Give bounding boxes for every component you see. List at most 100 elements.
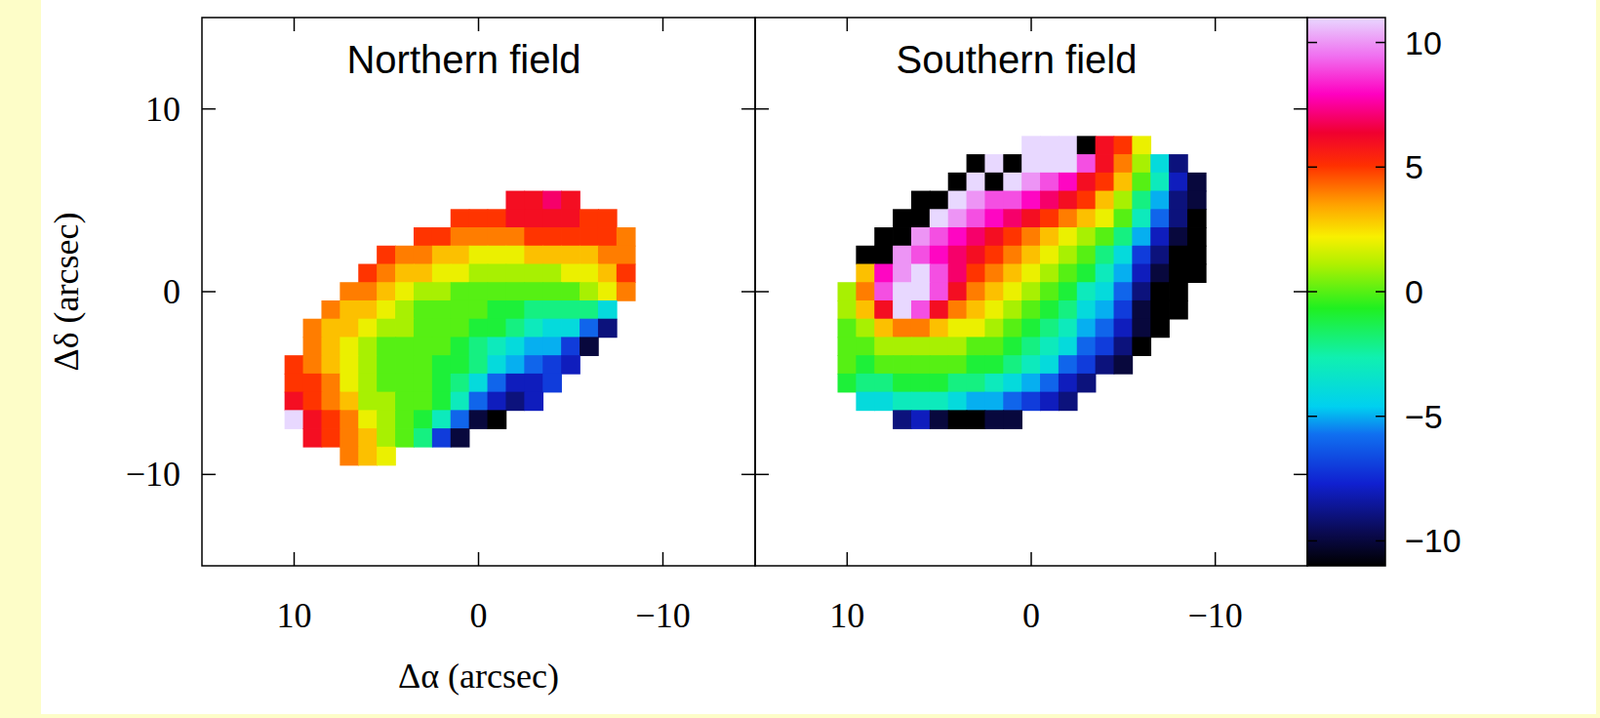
cell: [1131, 135, 1152, 156]
cell: [320, 428, 341, 448]
cell: [855, 281, 876, 302]
cell: [1114, 227, 1134, 247]
cell: [892, 336, 913, 357]
y-tick: [201, 108, 216, 111]
cell: [1040, 208, 1060, 229]
x-tick: [478, 552, 480, 566]
x-tick: [1030, 17, 1033, 32]
cell: [838, 319, 858, 339]
cell: [432, 227, 452, 247]
cell: [1002, 319, 1023, 339]
cell: [487, 319, 508, 339]
cell: [560, 227, 581, 247]
cell: [395, 319, 415, 339]
cell: [1131, 154, 1152, 174]
cell: [413, 373, 434, 394]
cell: [1002, 355, 1023, 375]
cell: [1168, 172, 1189, 193]
y-tick-label: 0: [162, 272, 181, 312]
cell: [505, 373, 525, 394]
cell: [1095, 245, 1116, 266]
cell: [1002, 172, 1023, 193]
x-tick: [1214, 17, 1217, 32]
cell: [487, 281, 508, 302]
cell: [911, 264, 931, 284]
cell: [966, 227, 987, 247]
cell: [1095, 154, 1116, 174]
cell: [1150, 281, 1170, 302]
cell: [560, 191, 581, 211]
cell: [892, 392, 913, 412]
cell: [1168, 281, 1189, 302]
cell: [432, 409, 452, 430]
cell: [1187, 227, 1207, 247]
cell: [855, 264, 876, 284]
cell: [1058, 264, 1079, 284]
cell: [929, 373, 950, 394]
cell: [395, 300, 415, 320]
cell: [505, 191, 525, 211]
cell: [358, 409, 378, 430]
cell: [1021, 336, 1041, 357]
cell: [542, 300, 562, 320]
cell: [929, 300, 950, 320]
cell: [1077, 355, 1097, 375]
cell: [966, 245, 987, 266]
cell: [560, 208, 581, 229]
cell: [948, 392, 968, 412]
cell: [1131, 172, 1152, 193]
cell: [523, 191, 544, 211]
panel-title: Northern field: [346, 38, 581, 81]
cell: [1058, 336, 1079, 357]
cell: [395, 245, 415, 266]
cell: [1131, 191, 1152, 211]
x-tick: [662, 17, 665, 32]
cell: [560, 245, 581, 266]
cell: [505, 227, 525, 247]
cell: [432, 428, 452, 448]
cell: [450, 336, 471, 357]
cell: [542, 191, 562, 211]
x-tick: [662, 552, 665, 566]
cell: [1040, 281, 1060, 302]
cell: [892, 264, 913, 284]
cell: [450, 428, 471, 448]
cell: [1021, 300, 1041, 320]
cell: [450, 355, 471, 375]
x-tick-label: 10: [829, 596, 865, 636]
cell: [984, 172, 1004, 193]
colorbar-tick: [1307, 290, 1318, 293]
cell: [505, 336, 525, 357]
cell: [1021, 373, 1041, 394]
cell: [1077, 373, 1097, 394]
cell: [1187, 172, 1207, 193]
cell: [1150, 245, 1170, 266]
colorbar-tick: [1375, 41, 1386, 44]
cell: [1002, 264, 1023, 284]
cell: [892, 300, 913, 320]
cell: [339, 373, 360, 394]
cell: [542, 355, 562, 375]
cell: [892, 409, 913, 430]
cell: [487, 227, 508, 247]
cell: [1095, 191, 1116, 211]
cell: [542, 373, 562, 394]
cell: [1150, 227, 1170, 247]
cell: [966, 264, 987, 284]
y-tick: [1293, 290, 1308, 293]
cell: [1168, 245, 1189, 266]
frame: [755, 17, 1308, 566]
cell: [1077, 281, 1097, 302]
cell: [542, 319, 562, 339]
cell: [1040, 373, 1060, 394]
cell: [948, 409, 968, 430]
cell: [469, 409, 489, 430]
cell: [376, 446, 397, 467]
cell: [838, 336, 858, 357]
cell: [1040, 227, 1060, 247]
cell: [966, 281, 987, 302]
cell: [874, 392, 894, 412]
cell: [948, 373, 968, 394]
cell: [1077, 300, 1097, 320]
cell: [984, 154, 1004, 174]
